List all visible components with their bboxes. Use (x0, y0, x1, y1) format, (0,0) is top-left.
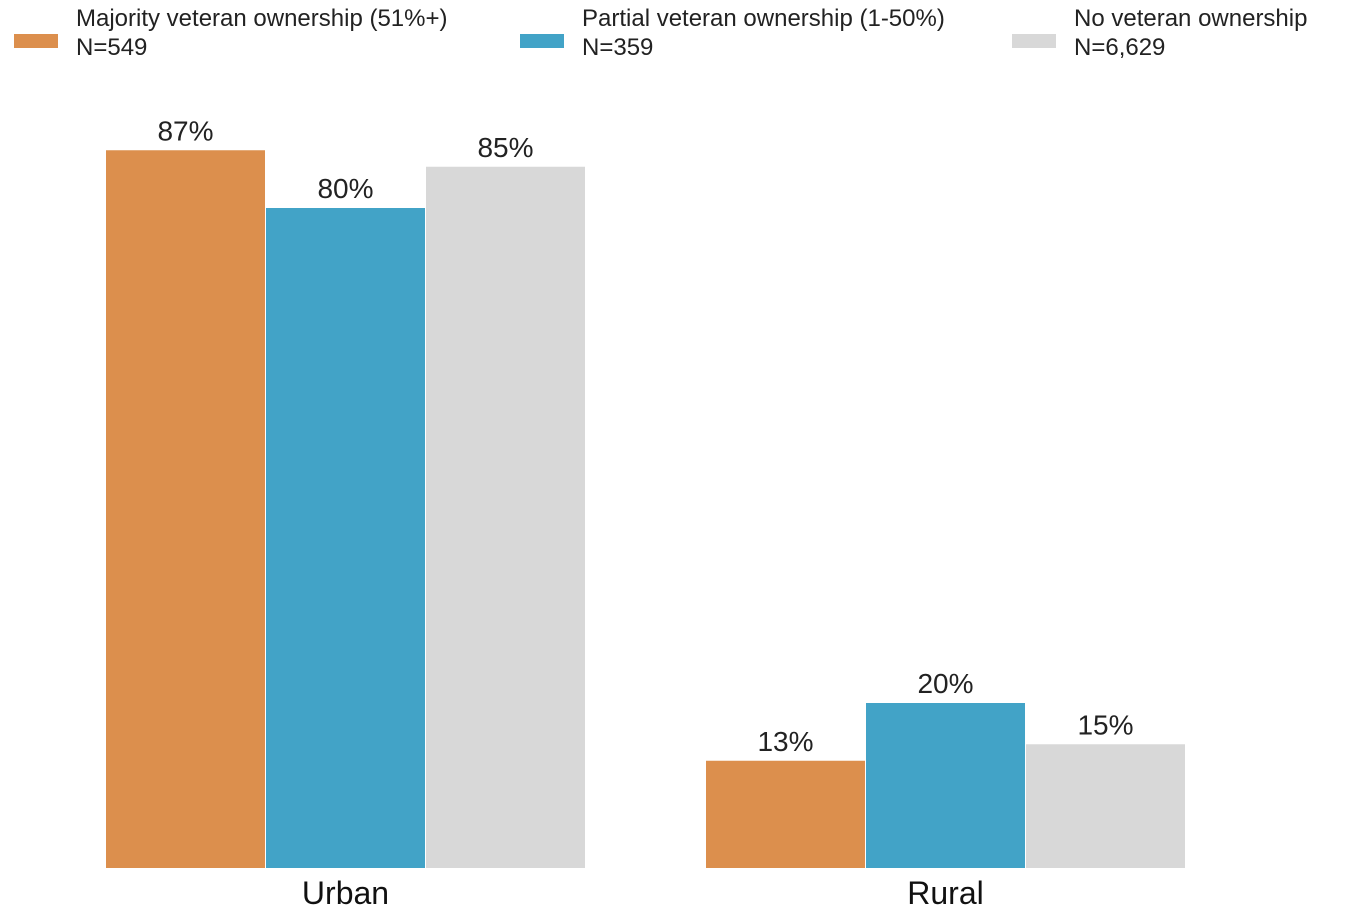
legend-text-partial: Partial veteran ownership (1-50%) N=359 (582, 4, 945, 62)
legend-swatch-partial (520, 34, 564, 48)
data-label-rural-partial: 20% (917, 668, 973, 699)
data-label-urban-none: 85% (477, 132, 533, 163)
legend-swatch-none (1012, 34, 1056, 48)
legend-n-majority: N=549 (76, 34, 148, 61)
legend-n-partial: N=359 (582, 34, 654, 61)
legend-item-majority: Majority veteran ownership (51%+) N=549 (14, 4, 448, 62)
legend-item-none: No veteran ownership N=6,629 (1012, 4, 1307, 62)
legend-label-partial: Partial veteran ownership (1-50%) (582, 5, 945, 32)
data-label-urban-majority: 87% (157, 115, 213, 146)
legend-text-none: No veteran ownership N=6,629 (1074, 4, 1307, 62)
bar-urban-majority (106, 150, 265, 868)
legend: Majority veteran ownership (51%+) N=549 … (0, 4, 1352, 68)
category-label-rural: Rural (907, 875, 983, 909)
bar-rural-majority (706, 760, 865, 868)
bar-urban-partial (266, 208, 425, 868)
data-label-rural-none: 15% (1077, 709, 1133, 740)
bar-urban-none (426, 166, 585, 868)
data-label-rural-majority: 13% (757, 726, 813, 757)
bar-rural-none (1026, 744, 1185, 868)
data-label-urban-partial: 80% (317, 173, 373, 204)
category-label-urban: Urban (302, 875, 389, 909)
bar-rural-partial (866, 703, 1025, 868)
legend-item-partial: Partial veteran ownership (1-50%) N=359 (520, 4, 945, 62)
legend-label-majority: Majority veteran ownership (51%+) (76, 5, 448, 32)
legend-n-none: N=6,629 (1074, 34, 1166, 61)
legend-label-none: No veteran ownership (1074, 5, 1308, 32)
legend-text-majority: Majority veteran ownership (51%+) N=549 (76, 4, 448, 62)
legend-swatch-majority (14, 34, 58, 48)
